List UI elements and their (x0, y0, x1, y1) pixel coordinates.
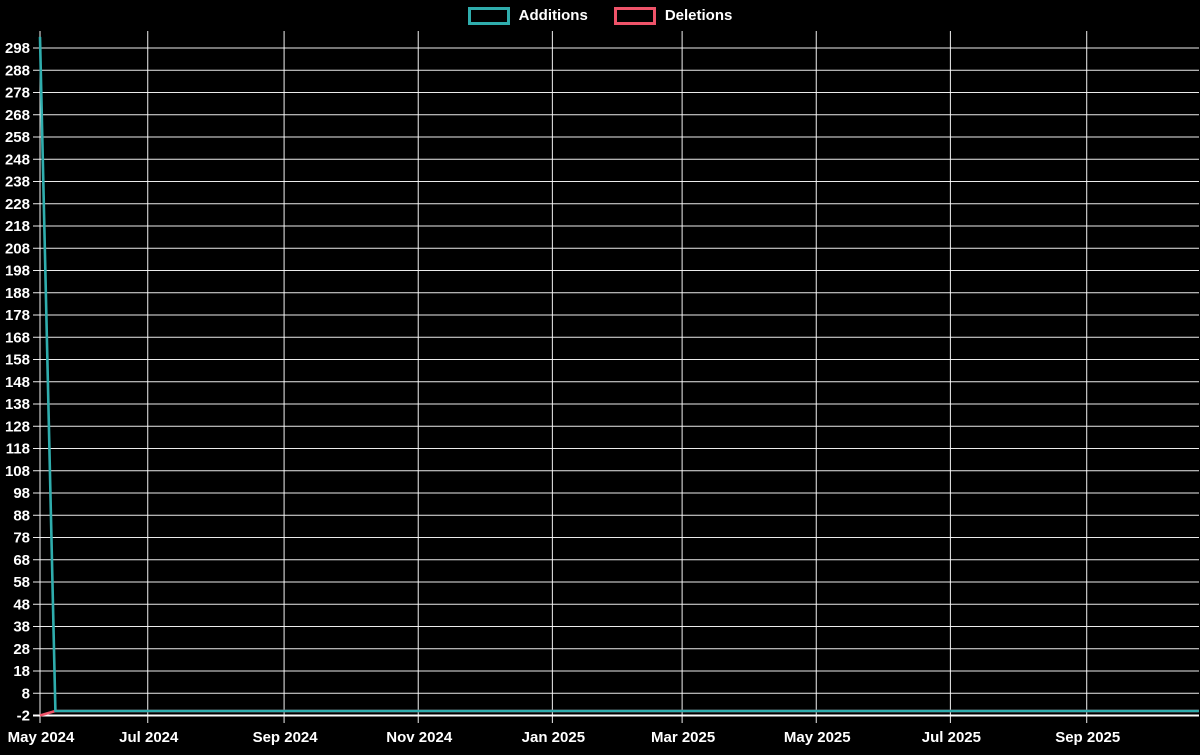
y-tick-label: 168 (5, 329, 30, 346)
legend-swatch-additions (467, 7, 510, 25)
y-tick-label: 268 (5, 107, 30, 124)
y-tick-label: 18 (13, 663, 30, 680)
y-tick-label: 218 (5, 218, 30, 235)
additions-line (38, 36, 1199, 713)
legend-item-additions[interactable]: Additions (467, 7, 588, 25)
y-tick-label: 58 (13, 574, 30, 591)
y-tick-label: 158 (5, 352, 30, 369)
y-tick-label: 148 (5, 374, 30, 391)
y-tick-label: 188 (5, 285, 30, 302)
y-tick-label: 118 (6, 441, 30, 458)
y-tick-label: 8 (22, 685, 30, 702)
legend-swatch-deletions (613, 7, 656, 25)
y-tick-label: 68 (13, 552, 30, 569)
legend-label-additions: Additions (518, 7, 588, 24)
y-tick-label: 78 (13, 530, 30, 547)
y-tick-label: 138 (5, 396, 30, 413)
y-tick-label: 48 (13, 596, 30, 613)
chart-legend: Additions Deletions (0, 7, 1200, 25)
x-tick-label: Sep 2024 (253, 729, 319, 746)
y-tick-label: -2 (17, 708, 30, 725)
y-tick-label: 298 (5, 40, 30, 57)
y-tick-label: 238 (5, 174, 30, 191)
y-tick-label: 128 (5, 418, 30, 435)
y-tick-label: 28 (13, 641, 30, 658)
x-tick-label: May 2024 (8, 729, 75, 746)
y-tick-label: 208 (5, 240, 30, 257)
x-tick-label: Nov 2024 (386, 729, 453, 746)
x-tick-label: Sep 2025 (1055, 729, 1120, 746)
y-tick-label: 288 (5, 62, 30, 79)
x-tick-label: Jan 2025 (522, 729, 585, 746)
x-tick-label: Jul 2025 (922, 729, 981, 746)
legend-label-deletions: Deletions (664, 7, 733, 24)
y-tick-label: 278 (5, 85, 30, 102)
legend-item-deletions[interactable]: Deletions (613, 7, 733, 25)
y-tick-label: 178 (5, 307, 30, 324)
y-tick-label: 88 (13, 507, 30, 524)
x-tick-label: Mar 2025 (651, 729, 715, 746)
y-tick-label: 258 (5, 129, 30, 146)
y-tick-label: 248 (5, 151, 30, 168)
y-tick-label: 38 (13, 619, 30, 636)
y-tick-label: 98 (13, 485, 30, 502)
y-tick-label: 108 (5, 463, 30, 480)
y-tick-label: 198 (5, 263, 30, 280)
y-tick-label: 228 (5, 196, 30, 213)
x-tick-label: Jul 2024 (119, 729, 179, 746)
x-tick-label: May 2025 (784, 729, 851, 746)
